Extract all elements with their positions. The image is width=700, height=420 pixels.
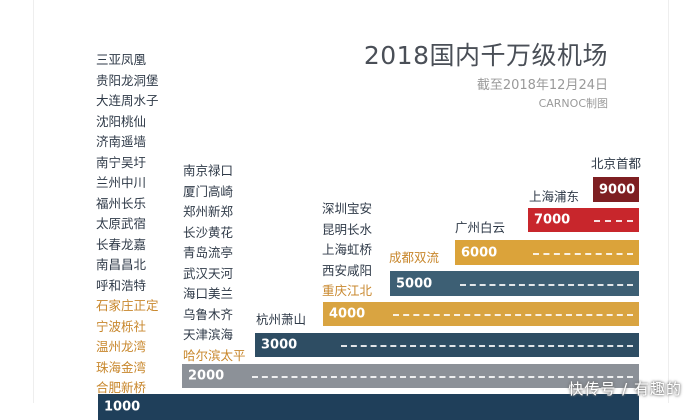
- airport-label: 哈尔滨太平: [183, 347, 246, 363]
- airport-label: 郑州新郑: [183, 204, 234, 219]
- airport-list-3000: 南京禄口厦门高崎郑州新郑长沙黄花青岛流亭武汉天河海口美兰乌鲁木齐天津滨海哈尔滨太…: [183, 161, 246, 366]
- airport-label: 太原武宿: [96, 216, 147, 231]
- bar-value-label: 4000: [329, 306, 366, 322]
- bar-value-label: 3000: [261, 337, 298, 353]
- airport-label: 青岛流亭: [183, 245, 234, 260]
- airport-list-6000: 成都双流: [389, 248, 439, 269]
- airport-label: 济南遥墙: [96, 134, 147, 149]
- airport-label: 南宁吴圩: [96, 154, 147, 170]
- chart-credit: CARNOC制图: [538, 97, 608, 110]
- airport-label: 福州长乐: [96, 195, 147, 211]
- airport-label: 厦门高崎: [183, 183, 234, 199]
- airport-label: 贵阳龙洞堡: [96, 72, 159, 88]
- airport-label: 重庆江北: [322, 283, 373, 298]
- airport-label: 北京首都: [591, 156, 642, 171]
- bar-dash-line: [594, 220, 633, 222]
- airport-list-7000: 广州白云: [455, 218, 505, 239]
- airport-label: 宁波栎社: [96, 318, 147, 334]
- bar-4000: 4000: [323, 302, 639, 326]
- airport-label: 三亚凤凰: [96, 52, 147, 67]
- bar-5000: 5000: [390, 271, 639, 296]
- chart-date: 截至2018年12月24日: [476, 78, 608, 93]
- airport-label: 长沙黄花: [183, 224, 234, 240]
- airport-label: 杭州萧山: [256, 312, 307, 327]
- airport-label: 合肥新桥: [96, 380, 147, 395]
- airport-label: 成都双流: [389, 250, 440, 265]
- airport-label: 呼和浩特: [96, 277, 147, 293]
- airport-label: 武汉天河: [183, 265, 234, 281]
- bar-dash-line: [460, 283, 633, 286]
- airport-list-2000: 三亚凤凰贵阳龙洞堡大连周水子沈阳桃仙济南遥墙南宁吴圩兰州中川福州长乐太原武宿长春…: [96, 50, 159, 399]
- bar-value-label: 2000: [188, 368, 225, 384]
- bar-dash-line: [341, 345, 633, 347]
- airport-label: 南京禄口: [183, 163, 234, 178]
- bar-value-label: 6000: [461, 245, 498, 260]
- bar-2000: 2000: [182, 364, 639, 388]
- airport-list-5000: 深圳宝安昆明长水上海虹桥西安咸阳重庆江北: [322, 199, 372, 302]
- airport-label: 大连周水子: [96, 93, 159, 108]
- airport-label: 昆明长水: [322, 221, 373, 237]
- airport-label: 温州龙湾: [96, 339, 147, 354]
- airport-label: 上海浦东: [529, 189, 580, 204]
- airport-list-10000: 北京首都: [591, 154, 641, 175]
- airport-label: 广州白云: [455, 220, 506, 235]
- airport-label: 珠海金湾: [96, 359, 147, 375]
- bar-value-label: 5000: [396, 276, 433, 291]
- bar-dash-line: [252, 376, 633, 378]
- bar-value-label: 9000: [599, 182, 636, 197]
- watermark: 快传号 / 有趣的: [568, 380, 682, 398]
- airport-label: 天津滨海: [183, 327, 234, 342]
- airport-label: 兰州中川: [96, 175, 147, 190]
- airport-label: 西安咸阳: [322, 262, 373, 278]
- airport-list-4000: 杭州萧山: [256, 310, 306, 331]
- airport-label: 乌鲁木齐: [183, 306, 234, 322]
- airport-label: 长春龙嘉: [96, 236, 147, 252]
- bar-3000: 3000: [255, 333, 639, 357]
- airport-label: 沈阳桃仙: [96, 113, 147, 129]
- airport-label: 深圳宝安: [322, 201, 373, 216]
- bar-7000: 7000: [528, 208, 639, 232]
- airport-label: 南昌昌北: [96, 257, 147, 272]
- bar-6000: 6000: [455, 240, 639, 265]
- bar-9000: 9000: [593, 177, 639, 202]
- chart-title: 2018国内千万级机场: [363, 41, 608, 70]
- airport-label: 海口美兰: [183, 286, 234, 301]
- airport-label: 石家庄正定: [96, 298, 159, 313]
- airport-list-9000: 上海浦东: [529, 187, 579, 208]
- bar-value-label: 1000: [104, 399, 141, 415]
- bar-value-label: 7000: [534, 212, 571, 228]
- bar-dash-line: [533, 252, 633, 255]
- bar-dash-line: [393, 314, 633, 316]
- bar-1000: 1000: [98, 394, 639, 420]
- airport-label: 上海虹桥: [322, 242, 373, 257]
